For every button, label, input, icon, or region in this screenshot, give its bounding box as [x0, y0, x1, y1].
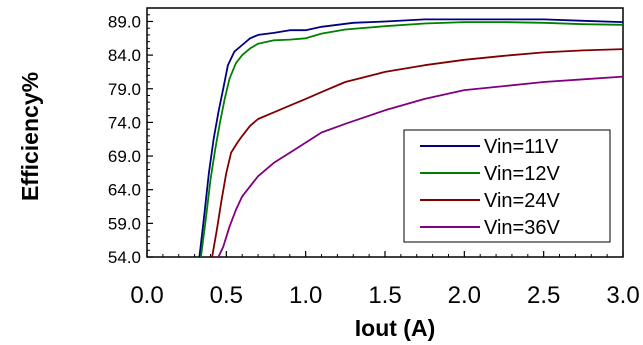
x-axis-title: Iout (A) [355, 315, 435, 341]
y-tick-label: 54.0 [108, 248, 141, 267]
legend-label: Vin=11V [484, 136, 559, 158]
x-tick-label: 2.0 [448, 282, 481, 309]
x-tick-label: 1.5 [368, 282, 401, 309]
y-tick-label: 79.0 [108, 80, 141, 99]
x-tick-label: 1.0 [289, 282, 322, 309]
x-tick-label: 0.5 [210, 282, 243, 309]
y-tick-label: 64.0 [108, 181, 141, 200]
legend-label: Vin=12V [484, 163, 560, 185]
legend-label: Vin=24V [484, 190, 560, 212]
x-tick-label: 0.0 [130, 282, 163, 309]
y-tick-label: 74.0 [108, 113, 141, 132]
y-axis-title: Efficiency% [17, 72, 43, 201]
series-line-vin-11v [198, 18, 623, 257]
series-line-vin-24v [211, 48, 623, 257]
y-tick-label: 84.0 [108, 46, 141, 65]
series-line-vin-12v [200, 21, 623, 257]
legend-label: Vin=36V [484, 217, 560, 239]
x-tick-label: 2.5 [527, 282, 560, 309]
x-tick-label: 3.0 [606, 282, 639, 309]
y-tick-label: 69.0 [108, 147, 141, 166]
series-line-vin-36v [217, 75, 623, 257]
y-tick-label: 59.0 [108, 214, 141, 233]
y-tick-label: 89.0 [108, 12, 141, 31]
legend-box [403, 129, 611, 243]
